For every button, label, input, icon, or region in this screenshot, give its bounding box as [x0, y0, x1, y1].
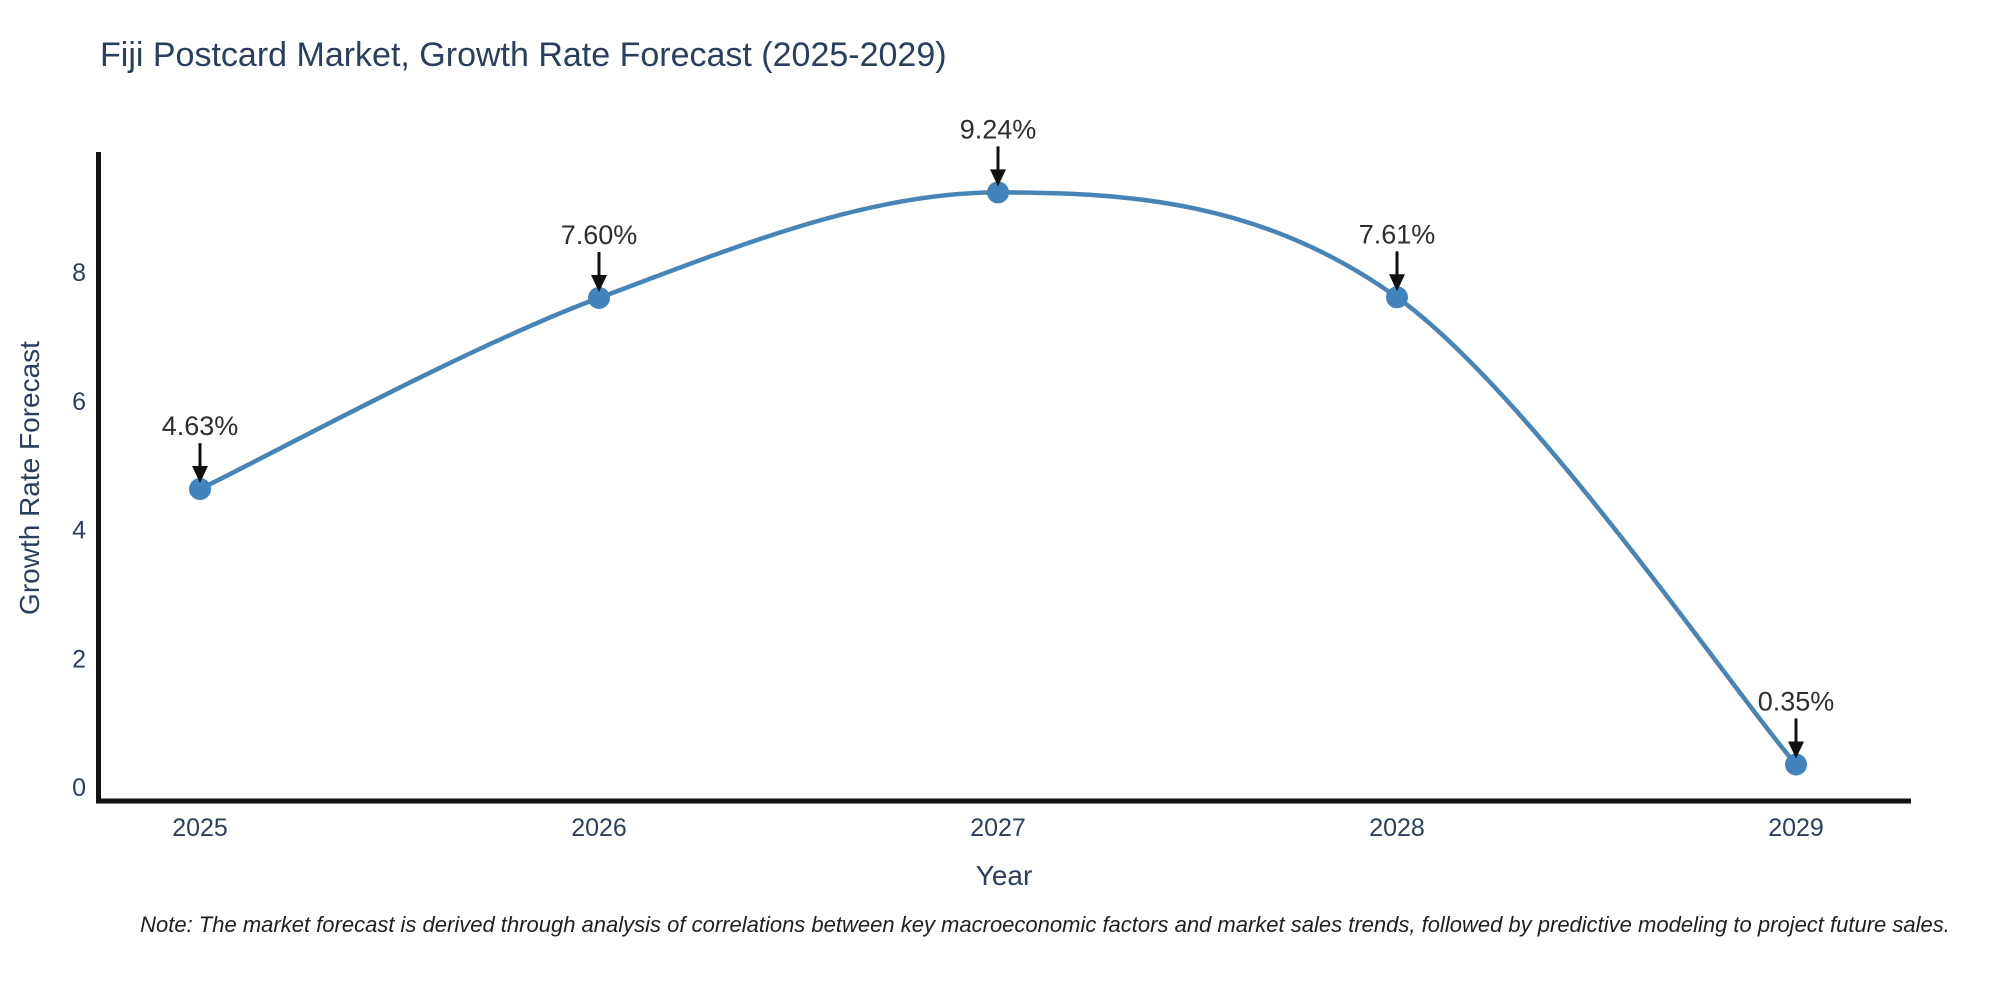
y-axis-label: Growth Rate Forecast: [14, 341, 45, 615]
annotation-value-label: 4.63%: [162, 411, 239, 441]
annotation-arrow-head: [192, 466, 208, 484]
footnote: Note: The market forecast is derived thr…: [140, 912, 1950, 937]
annotation-value-label: 9.24%: [960, 114, 1037, 144]
data-point-marker: [588, 286, 610, 309]
x-tick-label: 2029: [1768, 814, 1824, 842]
x-tick-label: 2027: [970, 814, 1026, 842]
forecast-line: [197, 190, 1799, 767]
annotation-value-label: 7.60%: [561, 220, 638, 250]
data-point-marker: [987, 181, 1009, 204]
annotation-value-label: 7.61%: [1359, 219, 1436, 249]
data-point-marker: [1785, 753, 1807, 776]
chart-title: Fiji Postcard Market, Growth Rate Foreca…: [100, 36, 947, 74]
y-tick-label: 6: [72, 388, 86, 416]
annotation-arrow-head: [1389, 274, 1405, 292]
y-tick-label: 0: [72, 774, 86, 802]
data-point-marker: [189, 478, 211, 501]
annotation-arrow-head: [1788, 741, 1804, 759]
x-tick-label: 2025: [172, 814, 228, 842]
annotation-arrow-head: [591, 274, 607, 292]
y-tick-label: 4: [72, 517, 86, 545]
annotation-value-label: 0.35%: [1758, 686, 1835, 716]
x-axis-label: Year: [975, 860, 1033, 891]
x-tick-label: 2026: [571, 814, 627, 842]
y-tick-label: 2: [72, 645, 86, 673]
data-point-marker: [1386, 286, 1408, 309]
y-tick-label: 8: [72, 259, 86, 287]
annotation-arrow-head: [990, 169, 1006, 187]
x-tick-label: 2028: [1369, 814, 1425, 842]
